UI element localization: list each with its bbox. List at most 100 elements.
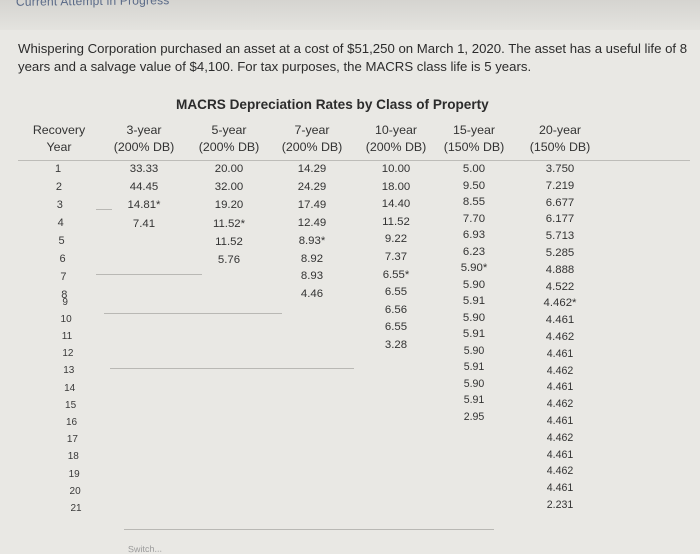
method-label: (200% DB) — [281, 140, 343, 154]
rate-cell: 7.70 — [462, 212, 486, 225]
rate-cell: 7.219 — [545, 179, 575, 192]
rate-cell: 3.750 — [545, 163, 575, 175]
rate-cell: 4.462 — [546, 431, 574, 444]
rate-cell: 12.49 — [297, 216, 327, 229]
blank-line — [96, 209, 112, 210]
column-header: 15-year (150% DB) — [434, 122, 514, 156]
rate-cell: 6.56 — [384, 303, 408, 316]
rate-cell: 3.28 — [384, 339, 408, 351]
recovery-year: 11 — [61, 331, 73, 342]
recovery-year: 7 — [60, 271, 67, 283]
column-header: 3-year (200% DB) — [104, 122, 184, 156]
column-header: 20-year (150% DB) — [520, 122, 600, 156]
rate-cell: 6.55 — [384, 321, 408, 334]
rate-cell: 11.52* — [212, 217, 246, 230]
rate-cell: 24.29 — [297, 180, 327, 193]
rate-cell: 4.461 — [546, 381, 574, 394]
rate-cell: 4.522 — [545, 280, 575, 293]
class-life-label: 3-year — [126, 123, 162, 137]
recovery-year: 8 — [61, 289, 68, 301]
rate-cell: 11.52 — [382, 215, 410, 228]
rate-cell: 6.177 — [545, 213, 575, 226]
rate-cell: 4.462 — [545, 331, 575, 343]
rate-cell: 4.46 — [300, 288, 324, 301]
rate-cell: 4.888 — [545, 263, 575, 276]
rate-cell: 4.462 — [546, 465, 574, 478]
recovery-year: 17 — [66, 434, 78, 446]
rate-cell: 4.461 — [546, 448, 574, 461]
rate-cell: 18.00 — [381, 180, 411, 193]
rate-cell: 2.231 — [546, 499, 574, 511]
recovery-year: 14 — [64, 382, 76, 394]
rate-cell: 33.33 — [129, 163, 159, 175]
column-header: 10-year (200% DB) — [356, 122, 436, 156]
rate-cell: 5.91 — [462, 295, 486, 307]
column-header: 5-year (200% DB) — [189, 122, 269, 156]
recovery-year: 18 — [67, 451, 79, 463]
rate-cell: 9.22 — [384, 233, 408, 246]
method-label: (200% DB) — [365, 140, 427, 154]
rate-cell: 4.461 — [545, 314, 575, 327]
method-label: (150% DB) — [443, 140, 505, 154]
rate-cell: 19.20 — [214, 199, 244, 212]
class-life-label: 7-year — [294, 123, 330, 137]
method-label: (200% DB) — [113, 140, 175, 154]
rate-cell: 4.462 — [546, 398, 574, 411]
rate-cell: 32.00 — [214, 181, 244, 194]
rate-cell: 5.76 — [217, 254, 241, 266]
recovery-year: 4 — [57, 217, 64, 229]
blank-line — [96, 274, 202, 275]
rate-cell: 6.55* — [382, 268, 410, 281]
rate-cell: 4.461 — [546, 415, 574, 427]
method-label: (200% DB) — [198, 140, 260, 154]
rate-cell: 17.49 — [297, 198, 327, 211]
rate-cell: 8.55 — [462, 196, 486, 208]
rate-cell: 14.81* — [127, 199, 161, 212]
rate-cell: 7.37 — [384, 251, 408, 263]
rate-cell: 9.50 — [462, 179, 486, 192]
rate-cell: 2.95 — [463, 410, 485, 423]
rate-cell: 6.677 — [545, 196, 575, 209]
recovery-year: 6 — [59, 253, 66, 265]
rate-cell: 5.90 — [463, 377, 485, 390]
rate-cell: 20.00 — [214, 163, 244, 175]
rate-cell: 5.00 — [462, 163, 486, 175]
rate-cell: 4.461 — [546, 482, 574, 495]
rate-cell: 7.41 — [132, 217, 156, 230]
recovery-year: 1 — [54, 163, 62, 175]
rate-cell: 5.91 — [463, 394, 485, 406]
rate-cell: 5.90 — [462, 278, 486, 291]
recovery-year: 10 — [60, 313, 72, 325]
recovery-header-line: Year — [46, 140, 72, 154]
recovery-year-header: Recovery Year — [30, 122, 88, 156]
blank-line — [104, 313, 282, 314]
recovery-year: 16 — [65, 417, 78, 428]
footer-smudge: Switch... — [127, 543, 163, 554]
rate-cell: 11.52 — [215, 235, 243, 248]
recovery-year: 15 — [65, 399, 77, 411]
top-bar: Current Attempt in Progress — [0, 0, 700, 30]
rate-cell: 4.461 — [546, 347, 574, 360]
class-life-label: 15-year — [452, 123, 495, 137]
problem-statement: Whispering Corporation purchased an asse… — [18, 41, 688, 74]
recovery-year: 19 — [68, 468, 80, 480]
recovery-year: 2 — [55, 181, 62, 193]
rate-cell: 6.23 — [462, 245, 486, 258]
method-label: (150% DB) — [529, 140, 591, 154]
rate-cell: 6.55 — [384, 286, 408, 299]
blank-line — [110, 368, 354, 369]
recovery-year: 3 — [56, 199, 63, 211]
class-life-label: 20-year — [538, 123, 581, 137]
rate-cell: 4.462* — [543, 297, 577, 310]
rate-cell: 10.00 — [381, 163, 411, 175]
column-header: 7-year (200% DB) — [272, 122, 352, 156]
rate-cell: 8.93* — [298, 234, 326, 247]
rate-cell: 5.285 — [545, 247, 575, 259]
header-divider — [18, 160, 690, 161]
rate-cell: 8.92 — [300, 252, 324, 265]
recovery-year: 20 — [69, 485, 81, 497]
rate-cell: 5.713 — [545, 230, 575, 243]
rate-cell: 5.91 — [463, 361, 485, 373]
class-life-label: 10-year — [374, 123, 417, 137]
